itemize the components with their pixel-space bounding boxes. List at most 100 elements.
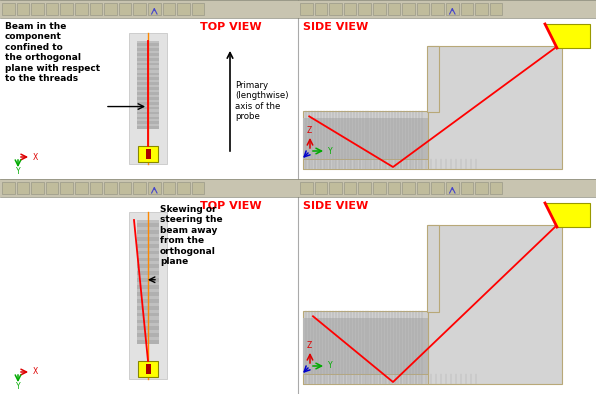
Bar bbox=[119, 182, 131, 194]
Bar bbox=[2, 182, 14, 194]
Bar bbox=[134, 182, 146, 194]
Bar bbox=[46, 3, 58, 15]
Bar bbox=[75, 182, 88, 194]
Bar bbox=[428, 46, 562, 169]
Bar bbox=[315, 3, 327, 15]
Bar bbox=[358, 182, 371, 194]
Bar bbox=[428, 225, 562, 384]
Bar bbox=[177, 182, 190, 194]
Bar bbox=[137, 271, 159, 275]
Bar bbox=[298, 179, 596, 197]
Bar bbox=[104, 3, 117, 15]
Bar bbox=[138, 146, 158, 162]
Bar bbox=[137, 92, 159, 95]
Text: SIDE VIEW: SIDE VIEW bbox=[303, 22, 368, 32]
Bar bbox=[298, 0, 596, 18]
Polygon shape bbox=[545, 24, 590, 48]
Bar bbox=[177, 3, 190, 15]
Bar bbox=[303, 159, 483, 169]
Bar bbox=[298, 18, 596, 179]
Bar bbox=[358, 3, 371, 15]
Bar bbox=[119, 3, 131, 15]
Bar bbox=[137, 82, 159, 85]
Text: X: X bbox=[33, 368, 38, 377]
Bar bbox=[60, 182, 73, 194]
Bar bbox=[137, 306, 159, 310]
Bar bbox=[303, 112, 428, 169]
Bar bbox=[137, 41, 159, 129]
Bar bbox=[298, 197, 596, 394]
Bar bbox=[137, 78, 159, 80]
Bar bbox=[0, 0, 298, 18]
Text: SIDE VIEW: SIDE VIEW bbox=[303, 201, 368, 211]
Text: Y: Y bbox=[15, 382, 20, 391]
Bar bbox=[148, 182, 160, 194]
Bar bbox=[89, 3, 102, 15]
Bar bbox=[104, 182, 117, 194]
Bar bbox=[137, 251, 159, 255]
Polygon shape bbox=[545, 203, 590, 227]
Bar bbox=[137, 112, 159, 114]
Bar bbox=[137, 107, 159, 110]
Bar bbox=[192, 182, 204, 194]
Bar bbox=[427, 225, 439, 312]
Bar bbox=[17, 3, 29, 15]
Bar bbox=[137, 299, 159, 303]
Bar bbox=[129, 33, 167, 164]
Bar bbox=[402, 182, 415, 194]
Text: Primary
(lengthwise)
axis of the
probe: Primary (lengthwise) axis of the probe bbox=[235, 81, 288, 121]
Bar bbox=[31, 3, 44, 15]
Bar bbox=[432, 182, 444, 194]
Bar bbox=[373, 3, 386, 15]
Bar bbox=[300, 182, 312, 194]
Bar bbox=[446, 182, 458, 194]
Bar bbox=[137, 48, 159, 51]
Bar bbox=[137, 117, 159, 119]
Bar bbox=[387, 3, 400, 15]
Bar bbox=[192, 3, 204, 15]
Bar bbox=[329, 3, 342, 15]
Bar bbox=[145, 149, 151, 159]
Bar bbox=[300, 3, 312, 15]
Bar bbox=[303, 374, 483, 384]
Bar bbox=[137, 102, 159, 104]
Bar bbox=[344, 182, 356, 194]
Bar bbox=[417, 3, 429, 15]
Bar bbox=[475, 3, 488, 15]
Bar bbox=[475, 182, 488, 194]
Bar bbox=[137, 230, 159, 234]
Text: Y: Y bbox=[328, 362, 333, 370]
Bar bbox=[137, 126, 159, 129]
Bar bbox=[138, 361, 158, 377]
Bar bbox=[427, 46, 439, 112]
Bar bbox=[137, 121, 159, 124]
Bar bbox=[31, 182, 44, 194]
Text: TOP VIEW: TOP VIEW bbox=[200, 22, 262, 32]
Text: TOP VIEW: TOP VIEW bbox=[200, 201, 262, 211]
Bar bbox=[46, 182, 58, 194]
Bar bbox=[75, 3, 88, 15]
Bar bbox=[387, 182, 400, 194]
Text: Y: Y bbox=[328, 147, 333, 156]
Bar bbox=[148, 3, 160, 15]
Text: Z: Z bbox=[306, 126, 312, 135]
Bar bbox=[137, 97, 159, 100]
Bar bbox=[137, 43, 159, 46]
Text: Y: Y bbox=[15, 167, 20, 176]
Bar bbox=[490, 3, 502, 15]
Bar bbox=[137, 258, 159, 261]
Bar bbox=[137, 327, 159, 330]
Bar bbox=[137, 87, 159, 90]
Bar bbox=[163, 182, 175, 194]
Bar bbox=[137, 313, 159, 316]
Bar bbox=[461, 182, 473, 194]
Bar bbox=[402, 3, 415, 15]
Bar bbox=[0, 197, 298, 394]
Bar bbox=[89, 182, 102, 194]
Bar bbox=[329, 182, 342, 194]
Bar bbox=[163, 3, 175, 15]
Bar bbox=[137, 68, 159, 71]
Bar bbox=[373, 182, 386, 194]
Bar bbox=[137, 278, 159, 282]
Bar bbox=[129, 212, 167, 379]
